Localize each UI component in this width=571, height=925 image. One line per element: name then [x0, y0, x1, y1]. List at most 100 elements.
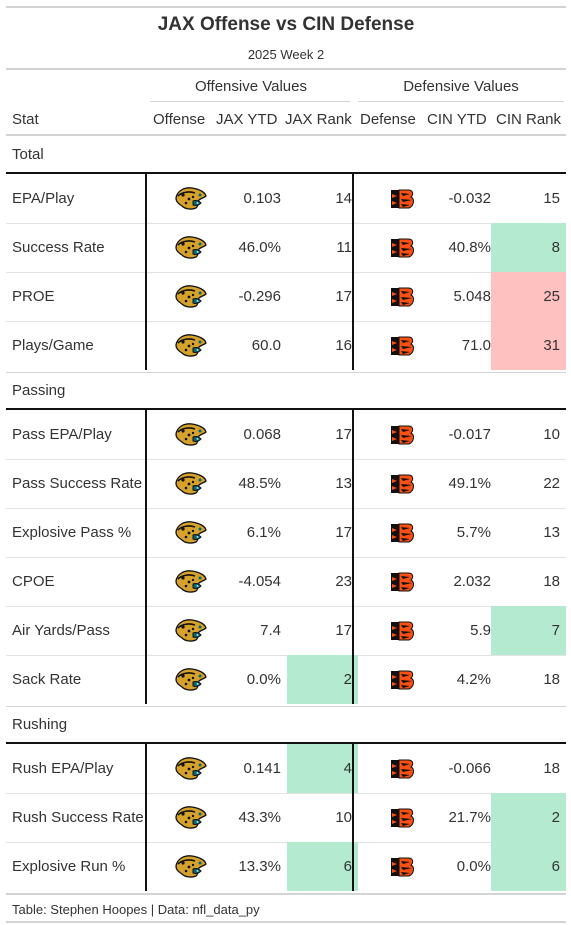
group-top-border — [6, 408, 566, 410]
cin-ytd-value: 5.9 — [470, 622, 491, 639]
cin-rank-value: 6 — [491, 842, 566, 891]
row-separator — [6, 223, 566, 224]
row-separator — [6, 793, 566, 794]
cin-rank-value: 2 — [491, 793, 566, 842]
jax-rank-value: 4 — [287, 744, 358, 793]
row-separator — [6, 272, 566, 273]
bengals-logo-icon — [391, 189, 414, 209]
jax-rank-value: 23 — [335, 573, 352, 590]
defense-divider — [352, 742, 354, 891]
offense-logo — [174, 854, 208, 879]
defense-logo — [388, 424, 416, 446]
footer-rule — [6, 921, 566, 923]
offense-logo — [174, 333, 208, 358]
table-row-explosive-run: Explosive Run % 13.3% 6 0.0% 6 — [6, 842, 566, 891]
cin-rank-value: 13 — [543, 524, 560, 541]
offense-logo — [174, 667, 208, 692]
column-header-rule — [6, 134, 566, 136]
jax-rank-value: 6 — [287, 842, 358, 891]
defense-logo — [388, 286, 416, 308]
offense-divider — [145, 742, 147, 891]
offense-logo — [174, 284, 208, 309]
jaguars-logo-icon — [175, 423, 207, 446]
offense-divider — [145, 408, 147, 704]
cin-ytd-value: 2.032 — [453, 573, 491, 590]
cin-ytd-value: 49.1% — [448, 475, 491, 492]
offense-logo — [174, 471, 208, 496]
bengals-logo-icon — [391, 238, 414, 258]
row-separator — [6, 606, 566, 607]
bengals-logo-icon — [391, 572, 414, 592]
bengals-logo-icon — [391, 474, 414, 494]
group-rule — [6, 706, 566, 707]
defense-logo — [388, 620, 416, 642]
row-separator — [6, 655, 566, 656]
cin-ytd-value: 21.7% — [448, 809, 491, 826]
stat-label: Explosive Run % — [12, 858, 126, 875]
table-row-epa-play: EPA/Play 0.103 14 -0.032 15 — [6, 174, 566, 223]
offense-logo — [174, 569, 208, 594]
cin-rank-value: 18 — [543, 573, 560, 590]
jaguars-logo-icon — [175, 236, 207, 259]
table-row-pass-epa-play: Pass EPA/Play 0.068 17 -0.017 10 — [6, 410, 566, 459]
jax-ytd-value: 0.141 — [243, 760, 281, 777]
bengals-logo-icon — [391, 670, 414, 690]
defense-logo — [388, 758, 416, 780]
cin-rank-value: 22 — [543, 475, 560, 492]
defense-logo — [388, 335, 416, 357]
cin-rank-value: 25 — [491, 272, 566, 321]
jax-rank-value: 17 — [335, 622, 352, 639]
offense-logo — [174, 618, 208, 643]
bengals-logo-icon — [391, 808, 414, 828]
bengals-logo-icon — [391, 336, 414, 356]
jaguars-logo-icon — [175, 855, 207, 878]
stat-label: Explosive Pass % — [12, 524, 132, 541]
stat-label: Rush EPA/Play — [12, 760, 114, 777]
cin-ytd-value: -0.066 — [448, 760, 491, 777]
jaguars-logo-icon — [175, 570, 207, 593]
table-row-proe: PROE -0.296 17 5.048 25 — [6, 272, 566, 321]
bengals-logo-icon — [391, 523, 414, 543]
jax-rank-value: 10 — [335, 809, 352, 826]
cin-rank-value: 18 — [543, 671, 560, 688]
spanner-offensive: Offensive Values — [194, 78, 307, 95]
stat-label: Plays/Game — [12, 337, 94, 354]
row-separator — [6, 321, 566, 322]
cin-rank-value: 10 — [543, 426, 560, 443]
cin-ytd-value: 4.2% — [456, 671, 491, 688]
table-row-plays-game: Plays/Game 60.0 16 71.0 31 — [6, 321, 566, 370]
defense-logo — [388, 571, 416, 593]
stat-label: EPA/Play — [12, 190, 75, 207]
jax-rank-value: 2 — [287, 655, 358, 704]
offense-logo — [174, 422, 208, 447]
table-row-sack-rate: Sack Rate 0.0% 2 4.2% 18 — [6, 655, 566, 704]
jaguars-logo-icon — [175, 806, 207, 829]
offense-logo — [174, 805, 208, 830]
table-row-rush-success-rate: Rush Success Rate 43.3% 10 21.7% 2 — [6, 793, 566, 842]
jax-ytd-value: -4.054 — [238, 573, 281, 590]
cin-ytd-value: 40.8% — [448, 239, 491, 256]
group-label-rushing: Rushing — [12, 716, 68, 733]
jaguars-logo-icon — [175, 668, 207, 691]
defense-divider — [352, 172, 354, 370]
defense-logo — [388, 522, 416, 544]
stat-label: Rush Success Rate — [12, 809, 144, 826]
cin-rank-value: 18 — [543, 760, 560, 777]
stat-label: Pass Success Rate — [12, 475, 143, 492]
cin-ytd-value: -0.032 — [448, 190, 491, 207]
jaguars-logo-icon — [175, 187, 207, 210]
jax-rank-value: 17 — [335, 426, 352, 443]
group-label-total: Total — [12, 146, 44, 163]
jax-ytd-value: 43.3% — [238, 809, 281, 826]
col-header-cin-rank: CIN Rank — [496, 111, 562, 128]
cin-ytd-value: 5.7% — [456, 524, 491, 541]
top-rule — [6, 6, 566, 8]
jaguars-logo-icon — [175, 757, 207, 780]
header-rule — [6, 68, 566, 70]
jax-ytd-value: 7.4 — [260, 622, 281, 639]
jax-ytd-value: 46.0% — [238, 239, 281, 256]
jaguars-logo-icon — [175, 472, 207, 495]
jax-ytd-value: 48.5% — [238, 475, 281, 492]
col-header-stat: Stat — [12, 111, 39, 128]
